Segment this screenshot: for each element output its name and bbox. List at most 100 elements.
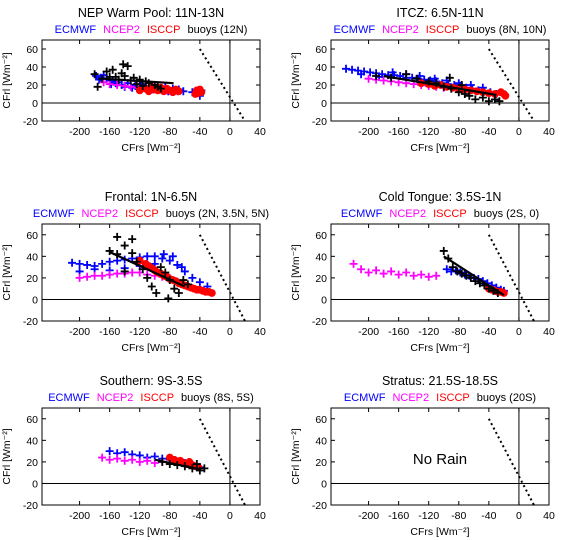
data-point-buoys <box>144 79 153 88</box>
legend-isccp: ISCCP <box>436 392 470 404</box>
data-point-ncep2 <box>113 269 122 278</box>
x-tick-label: -40 <box>481 510 496 522</box>
x-tick-label: -160 <box>99 326 120 338</box>
y-axis-label: CFrl [Wm⁻²] <box>1 244 13 300</box>
data-point-buoys <box>170 284 179 293</box>
panel-legend: ECMWF NCEP2 ISCCP buoys (20S) <box>344 392 536 404</box>
data-point-ecmwf <box>188 273 197 282</box>
data-point-ncep2 <box>379 76 388 85</box>
reference-line <box>198 418 246 505</box>
y-tick-label: 20 <box>26 80 38 92</box>
fit-line <box>102 77 174 85</box>
x-tick-label: -200 <box>358 326 379 338</box>
x-tick-label: -40 <box>192 126 207 138</box>
data-point-ecmwf <box>143 252 152 261</box>
data-point-ecmwf <box>158 254 167 263</box>
x-tick-label: -160 <box>388 326 409 338</box>
chart-panel-5: Southern: 9S-3.5S ECMWF NCEP2 ISCCP buoys (8… <box>1 374 266 538</box>
y-tick-label: 20 <box>26 273 38 285</box>
data-point-ecmwf <box>168 252 177 261</box>
fit-line <box>109 251 186 288</box>
panel-legend: ECMWF NCEP2 ISCCP buoys (2N, 3.5N, 5N) <box>33 208 269 220</box>
data-point-ncep2 <box>387 267 396 276</box>
data-point-ecmwf <box>442 265 451 274</box>
panel-title: Stratus: 21.5S-18.5S <box>382 374 498 388</box>
panel-title: Southern: 9S-3.5S <box>100 374 203 388</box>
y-tick-label: 20 <box>315 80 327 92</box>
data-point-buoys <box>195 466 204 475</box>
reference-line <box>198 234 246 321</box>
y-tick-label: 60 <box>315 414 327 426</box>
y-tick-label: 0 <box>321 294 327 306</box>
chart-panel-3: Frontal: 1N-6.5N ECMWF NCEP2 ISCCP buoys (2N… <box>1 190 269 354</box>
data-point-buoys <box>102 67 111 76</box>
data-point-buoys <box>192 460 201 469</box>
plot-area <box>349 234 535 321</box>
x-tick-label: 40 <box>254 326 266 338</box>
chart-panel-1: NEP Warm Pool: 11N-13N ECMWF NCEP2 ISCCP buo… <box>1 6 266 154</box>
data-point-buoys <box>471 95 480 104</box>
data-point-ncep2 <box>349 259 358 268</box>
data-point-buoys <box>460 90 469 98</box>
data-point-ecmwf <box>357 70 366 79</box>
data-point-ecmwf <box>68 258 77 267</box>
data-point-buoys <box>90 70 99 79</box>
data-point-ecmwf <box>150 252 159 261</box>
data-point-isccp <box>174 87 183 96</box>
legend-buoys: buoys (8N, 10N) <box>466 24 546 36</box>
legend-ecmwf: ECMWF <box>344 392 386 404</box>
data-point-ncep2 <box>394 270 403 279</box>
panel-legend: ECMWF NCEP2 ISCCP buoys (2S, 0) <box>341 208 539 220</box>
data-point-buoys <box>402 70 411 79</box>
data-point-ncep2 <box>98 271 107 280</box>
data-point-ecmwf <box>165 256 174 265</box>
y-tick-label: 40 <box>26 251 38 263</box>
data-point-ncep2 <box>402 268 411 277</box>
fit-line <box>383 74 497 96</box>
data-point-ecmwf <box>105 257 114 266</box>
data-point-buoys <box>108 65 117 74</box>
x-tick-label: -80 <box>451 510 466 522</box>
legend-isccp: ISCCP <box>125 208 159 220</box>
legend-ecmwf: ECMWF <box>33 208 75 220</box>
plot-frame <box>41 407 261 506</box>
y-tick-label: -20 <box>23 116 38 128</box>
y-tick-label: 60 <box>315 230 327 242</box>
data-point-buoys <box>128 235 137 244</box>
x-tick-label: 0 <box>516 510 522 522</box>
data-point-ecmwf <box>180 267 189 276</box>
data-point-buoys <box>478 93 487 102</box>
y-tick-label: 20 <box>315 457 327 469</box>
y-tick-label: -20 <box>312 500 327 512</box>
legend-ecmwf: ECMWF <box>55 24 97 36</box>
data-point-ecmwf <box>173 260 182 269</box>
plot-area <box>342 48 535 121</box>
x-tick-label: 0 <box>516 126 522 138</box>
data-point-buoys <box>135 75 144 84</box>
data-point-buoys <box>462 271 471 280</box>
panel-title: Cold Tongue: 3.5S-1N <box>379 190 502 204</box>
data-point-buoys <box>156 263 165 272</box>
legend-ncep2: NCEP2 <box>382 24 419 36</box>
y-axis-label: CFrl [Wm⁻²] <box>290 52 302 108</box>
y-axis-label: CFrl [Wm⁻²] <box>1 428 13 484</box>
data-point-ncep2 <box>135 457 144 466</box>
x-tick-label: -120 <box>418 510 439 522</box>
reference-line <box>487 234 535 321</box>
x-tick-label: -80 <box>162 126 177 138</box>
y-tick-label: 20 <box>315 273 327 285</box>
data-point-isccp <box>501 91 510 100</box>
data-point-buoys <box>120 72 129 80</box>
panel-legend: ECMWF NCEP2 ISCCP buoys (8S, 5S) <box>48 392 254 404</box>
data-point-ncep2 <box>113 81 122 89</box>
x-tick-label: 40 <box>254 510 266 522</box>
y-axis-label: CFrl [Wm⁻²] <box>1 52 13 108</box>
legend-ncep2: NCEP2 <box>97 392 134 404</box>
data-point-ncep2 <box>424 272 433 281</box>
x-tick-label: -80 <box>451 326 466 338</box>
x-tick-label: -40 <box>192 326 207 338</box>
y-tick-label: 0 <box>32 98 38 110</box>
legend-buoys: buoys (8S, 5S) <box>181 392 254 404</box>
data-point-buoys <box>490 95 499 104</box>
